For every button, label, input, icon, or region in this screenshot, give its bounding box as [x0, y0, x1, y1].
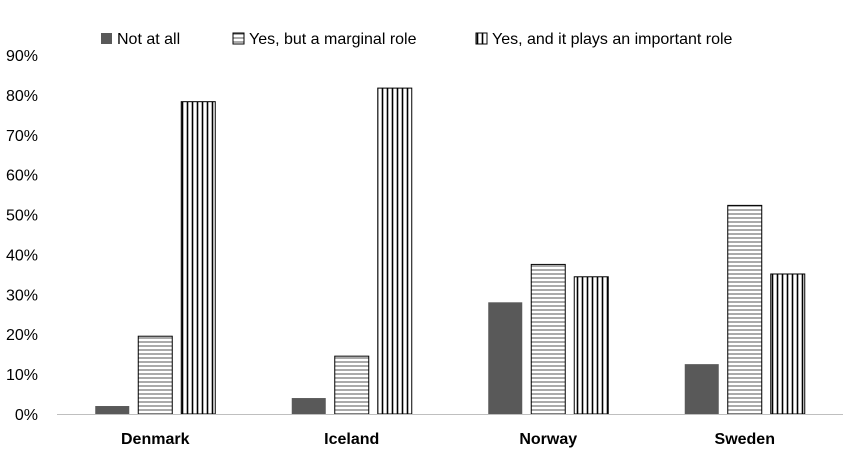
- bars: [95, 87, 806, 415]
- legend-label: Yes, and it plays an important role: [492, 31, 733, 48]
- y-tick-label: 0%: [15, 407, 38, 424]
- x-tick-label: Norway: [519, 431, 577, 448]
- y-tick-label: 80%: [6, 88, 38, 105]
- bar-denmark-series-1: [95, 406, 130, 414]
- y-tick-label: 40%: [6, 247, 38, 264]
- bar-sweden-series-3: [770, 273, 806, 415]
- y-axis: 0% 10% 20% 30% 40% 50% 60% 70% 80% 90%: [6, 48, 38, 424]
- y-tick-label: 60%: [6, 168, 38, 185]
- bar-iceland-series-3: [377, 87, 413, 415]
- legend-label: Not at all: [117, 31, 180, 48]
- bar-sweden-series-1: [684, 364, 719, 414]
- legend-swatch: [101, 33, 112, 44]
- y-tick-label: 30%: [6, 287, 38, 304]
- legend-swatch: [232, 32, 245, 45]
- y-tick-label: 70%: [6, 128, 38, 145]
- bar-norway-series-3: [573, 276, 609, 415]
- y-tick-label: 50%: [6, 208, 38, 225]
- legend-label: Yes, but a marginal role: [249, 31, 417, 48]
- legend-swatch: [475, 32, 488, 45]
- bar-denmark-series-3: [180, 101, 216, 415]
- y-tick-label: 10%: [6, 367, 38, 384]
- bar-iceland-series-1: [291, 398, 326, 414]
- x-tick-label: Iceland: [324, 431, 379, 448]
- bar-denmark-series-2: [137, 335, 173, 415]
- bar-iceland-series-2: [334, 355, 370, 415]
- bar-norway-series-2: [530, 263, 566, 415]
- y-tick-label: 20%: [6, 327, 38, 344]
- x-tick-label: Sweden: [715, 431, 775, 448]
- bar-sweden-series-2: [727, 204, 763, 415]
- legend: Not at all Yes, but a marginal role Yes, a…: [101, 31, 733, 48]
- x-axis: Denmark Iceland Norway Sweden: [57, 414, 843, 448]
- y-tick-label: 90%: [6, 48, 38, 65]
- bar-norway-series-1: [488, 302, 523, 414]
- x-tick-label: Denmark: [121, 431, 190, 448]
